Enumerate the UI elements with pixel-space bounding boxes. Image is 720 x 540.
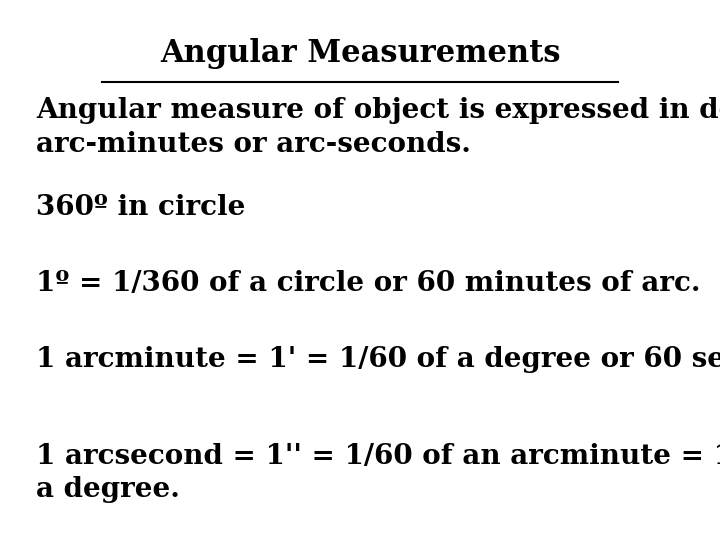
Text: 360º in circle: 360º in circle [36,194,246,221]
Text: 1 arcminute = 1' = 1/60 of a degree or 60 sec of arc.: 1 arcminute = 1' = 1/60 of a degree or 6… [36,346,720,373]
Text: 1 arcsecond = 1'' = 1/60 of an arcminute = 1/3600 of
a degree.: 1 arcsecond = 1'' = 1/60 of an arcminute… [36,443,720,503]
Text: 1º = 1/360 of a circle or 60 minutes of arc.: 1º = 1/360 of a circle or 60 minutes of … [36,270,701,297]
Text: Angular Measurements: Angular Measurements [160,38,560,69]
Text: Angular measure of object is expressed in degrees,
arc-minutes or arc-seconds.: Angular measure of object is expressed i… [36,97,720,158]
